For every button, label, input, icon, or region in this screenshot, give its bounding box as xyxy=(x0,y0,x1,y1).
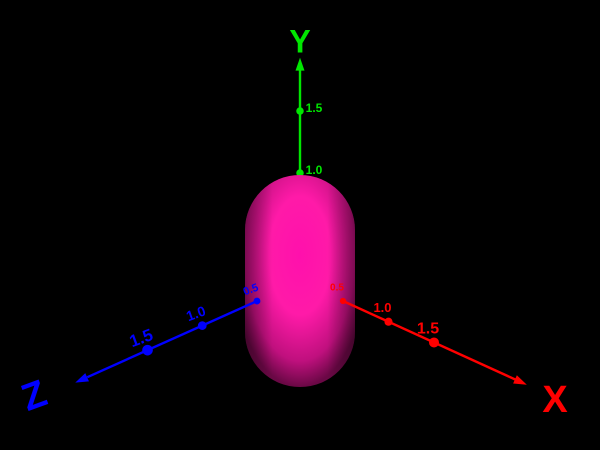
x-axis-tick-marker xyxy=(429,337,440,348)
x-axis-tick-label: 0.5 xyxy=(330,283,344,294)
z-axis-tick-label: 1.0 xyxy=(184,302,208,324)
z-axis-tick-marker xyxy=(142,344,153,356)
x-axis-tick-marker xyxy=(339,297,347,305)
z-axis-arrowhead-icon xyxy=(75,373,89,383)
capsule-object[interactable] xyxy=(245,175,355,387)
z-axis-tick-marker xyxy=(197,321,207,330)
z-axis-line xyxy=(86,299,258,379)
capsule-shading xyxy=(245,175,355,387)
y-axis-arrowhead-icon xyxy=(295,57,305,71)
x-axis-tick-label: 1.5 xyxy=(417,321,439,338)
x-axis: 0.5 1.0 1.5 X xyxy=(330,283,568,421)
y-axis-label: Y xyxy=(289,23,310,59)
y-axis-tick-marker xyxy=(296,169,304,177)
x-axis-tick-label: 1.0 xyxy=(373,300,391,315)
z-axis: 0.51.01.5Z xyxy=(16,282,261,420)
y-axis-tick-label: 1.0 xyxy=(306,163,323,177)
z-axis-label: Z xyxy=(16,372,52,419)
y-axis-tick-label: 1.5 xyxy=(306,101,323,115)
y-axis-tick-marker xyxy=(296,107,304,115)
x-axis-tick-marker xyxy=(384,317,393,326)
z-axis-tick-marker xyxy=(253,297,261,305)
z-axis-tick-label: 0.5 xyxy=(242,282,260,299)
x-axis-label: X xyxy=(542,379,568,421)
x-axis-arrowhead-icon xyxy=(513,375,527,385)
y-axis: 1.0 1.5 Y xyxy=(289,23,322,177)
